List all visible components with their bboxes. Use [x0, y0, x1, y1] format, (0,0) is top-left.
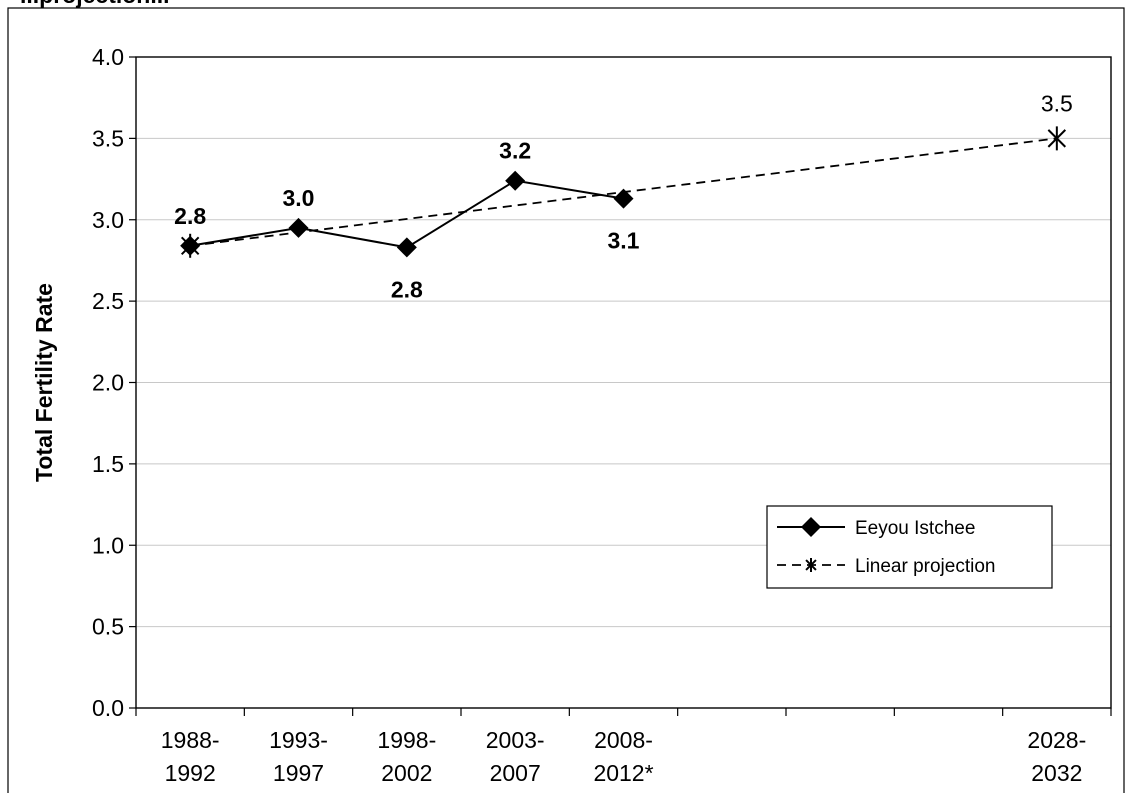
x-tick-label: 2002	[381, 760, 432, 786]
data-label: 2.8	[174, 203, 206, 229]
y-tick-label: 2.0	[92, 370, 124, 396]
eeyou-istchee-point	[613, 188, 634, 209]
data-label: 3.2	[499, 138, 531, 164]
y-tick-label: 1.0	[92, 532, 124, 558]
data-label: 2.8	[391, 276, 423, 302]
x-tick-label: 1998-	[377, 727, 436, 753]
eeyou-istchee-point	[505, 170, 526, 191]
projection-data-label: 3.5	[1041, 90, 1073, 116]
legend-diamond-icon	[801, 517, 821, 537]
y-tick-label: 0.0	[92, 695, 124, 721]
x-tick-label: 1988-	[161, 727, 220, 753]
x-tick-label: 2007	[490, 760, 541, 786]
legend-label: Linear projection	[855, 556, 995, 577]
legend-asterisk-icon	[805, 558, 817, 572]
x-tick-label: 2003-	[486, 727, 545, 753]
y-tick-label: 2.5	[92, 288, 124, 314]
projection-point	[180, 233, 200, 258]
y-tick-label: 1.5	[92, 451, 124, 477]
y-tick-label: 0.5	[92, 614, 124, 640]
x-tick-label: 2008-	[594, 727, 653, 753]
chart-title: ...projection...	[20, 0, 170, 8]
x-tick-label: 2012*	[593, 760, 653, 786]
x-tick-label: 1993-	[269, 727, 328, 753]
x-tick-label: 1997	[273, 760, 324, 786]
legend-label: Eeyou Istchee	[855, 518, 975, 539]
y-tick-label: 3.5	[92, 125, 124, 151]
y-tick-label: 4.0	[92, 44, 124, 70]
x-tick-label: 2032	[1031, 760, 1082, 786]
x-tick-label: 2028-	[1027, 727, 1086, 753]
x-tick-label: 1992	[165, 760, 216, 786]
eeyou-istchee-point	[396, 237, 417, 258]
data-label: 3.0	[283, 185, 315, 211]
projection-point	[1047, 126, 1067, 151]
outer-border	[7, 7, 1125, 793]
legend-box	[766, 505, 1053, 589]
data-label: 3.1	[608, 228, 640, 254]
y-axis-title: Total Fertility Rate	[31, 283, 57, 482]
y-tick-label: 3.0	[92, 207, 124, 233]
eeyou-istchee-point	[288, 217, 309, 238]
